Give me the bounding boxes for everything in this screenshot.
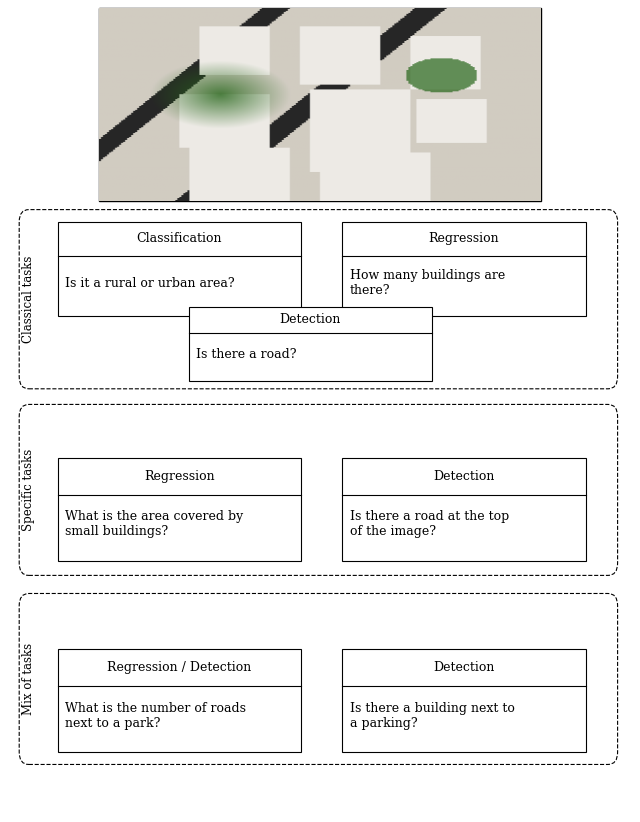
Text: Detection: Detection [433,662,495,674]
Text: Detection: Detection [280,313,341,326]
Text: What is the area covered by
small buildings?: What is the area covered by small buildi… [65,510,244,538]
Text: Classification: Classification [136,233,222,246]
Text: What is the number of roads
next to a park?: What is the number of roads next to a pa… [65,702,246,730]
Bar [189,307,432,381]
Text: Is it a rural or urban area?: Is it a rural or urban area? [65,277,235,289]
Bar [58,222,301,316]
Bar [342,458,586,561]
Bar [58,458,301,561]
Text: Regression: Regression [144,470,214,483]
Text: Classical tasks: Classical tasks [22,256,35,343]
Text: Regression / Detection: Regression / Detection [107,662,252,674]
Text: Is there a road?: Is there a road? [196,348,297,361]
Bar [99,8,541,201]
Text: Detection: Detection [433,470,495,483]
Text: Is there a road at the top
of the image?: Is there a road at the top of the image? [350,510,509,538]
Text: How many buildings are
there?: How many buildings are there? [350,269,506,298]
Bar [58,649,301,752]
Bar [342,649,586,752]
Text: Is there a building next to
a parking?: Is there a building next to a parking? [350,702,515,730]
Text: Regression: Regression [429,233,499,246]
Text: Mix of tasks: Mix of tasks [22,643,35,715]
Text: Specific tasks: Specific tasks [22,449,35,531]
Bar [342,222,586,316]
